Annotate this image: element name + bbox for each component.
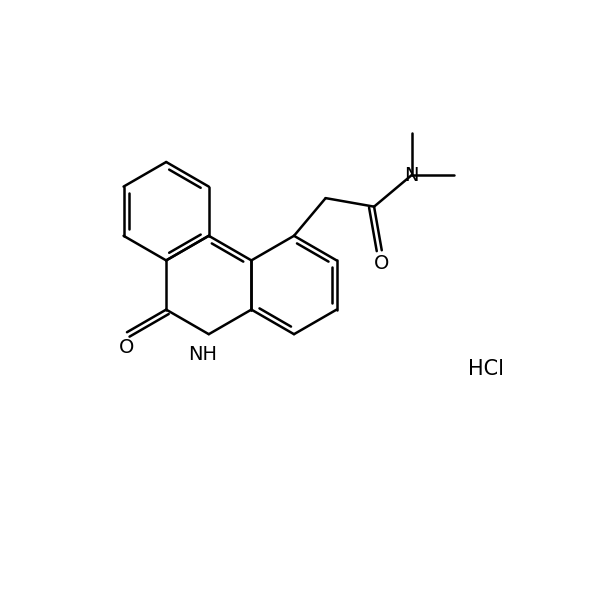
Text: N: N: [404, 166, 419, 185]
Text: HCl: HCl: [468, 359, 504, 379]
Text: NH: NH: [188, 344, 217, 364]
Text: O: O: [119, 338, 134, 357]
Text: O: O: [374, 254, 389, 273]
